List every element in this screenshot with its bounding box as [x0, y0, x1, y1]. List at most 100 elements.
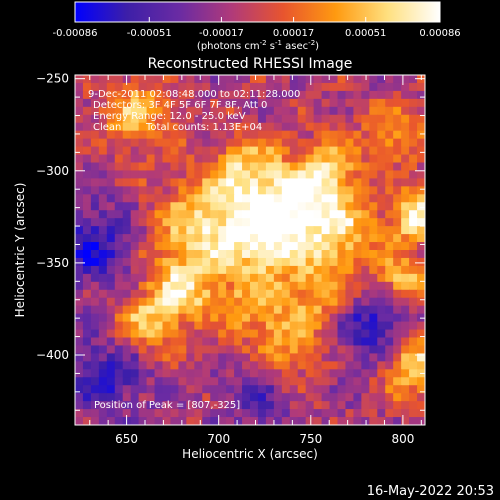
- heatmap-cell: [281, 281, 291, 291]
- heatmap-cell: [265, 273, 275, 283]
- heatmap-cell: [122, 82, 132, 92]
- heatmap-cell: [321, 186, 331, 195]
- heatmap-cell: [130, 114, 140, 124]
- heatmap-cell: [98, 250, 108, 259]
- heatmap-cell: [273, 377, 283, 386]
- heatmap-cell: [146, 393, 156, 402]
- heatmap-cell: [265, 401, 275, 410]
- heatmap-cell: [186, 265, 195, 275]
- heatmap-cell: [361, 202, 370, 211]
- heatmap-cell: [75, 305, 84, 315]
- heatmap-cell: [265, 162, 275, 172]
- heatmap-cell: [273, 218, 283, 227]
- heatmap-cell: [218, 401, 227, 410]
- heatmap-cell: [138, 353, 148, 362]
- colorbar-tick-label: -0.00086: [53, 28, 98, 39]
- heatmap-cell: [329, 417, 339, 425]
- heatmap-cell: [226, 297, 235, 307]
- heatmap-cell: [202, 146, 211, 156]
- heatmap-cell: [122, 138, 132, 148]
- heatmap-cell: [210, 377, 219, 386]
- heatmap-cell: [265, 385, 275, 394]
- heatmap-cell: [257, 273, 267, 283]
- heatmap-cell: [242, 313, 251, 323]
- heatmap-cell: [313, 178, 323, 187]
- heatmap-cell: [417, 114, 425, 124]
- heatmap-cell: [289, 178, 299, 187]
- heatmap-cell: [265, 218, 275, 227]
- heatmap-cell: [90, 361, 100, 370]
- heatmap-cell: [178, 265, 187, 275]
- heatmap-cell: [194, 321, 203, 331]
- heatmap-cell: [393, 329, 402, 339]
- heatmap-cell: [122, 154, 132, 164]
- heatmap-cell: [90, 218, 100, 227]
- heatmap-cell: [257, 226, 267, 235]
- heatmap-cell: [106, 210, 116, 219]
- heatmap-cell: [377, 130, 386, 140]
- heatmap-cell: [154, 345, 164, 354]
- heatmap-cell: [114, 393, 124, 402]
- heatmap-cell: [250, 289, 259, 299]
- heatmap-cell: [289, 98, 299, 108]
- heatmap-cell: [90, 170, 100, 179]
- heatmap-cell: [337, 321, 347, 331]
- heatmap-cell: [138, 218, 148, 227]
- heatmap-cell: [234, 385, 243, 394]
- heatmap-cell: [321, 385, 331, 394]
- heatmap-cell: [186, 114, 195, 124]
- heatmap-cell: [281, 114, 291, 124]
- heatmap-cell: [114, 194, 124, 203]
- heatmap-cell: [417, 162, 425, 172]
- heatmap-cell: [361, 170, 370, 179]
- heatmap-cell: [321, 305, 331, 315]
- heatmap-cell: [234, 75, 243, 84]
- heatmap-cell: [122, 146, 132, 156]
- heatmap-cell: [345, 385, 354, 394]
- heatmap-cell: [170, 361, 179, 370]
- heatmap-cell: [393, 82, 402, 92]
- heatmap-cell: [257, 82, 267, 92]
- heatmap-cell: [401, 186, 410, 195]
- heatmap-cell: [202, 353, 211, 362]
- heatmap-cell: [345, 186, 354, 195]
- heatmap-cell: [281, 186, 291, 195]
- heatmap-cell: [289, 297, 299, 307]
- heatmap-cell: [82, 170, 92, 179]
- heatmap-cell: [257, 393, 267, 402]
- heatmap-cell: [289, 250, 299, 259]
- heatmap-cell: [265, 305, 275, 315]
- heatmap-cell: [234, 138, 243, 148]
- heatmap-cell: [369, 106, 378, 116]
- heatmap-cell: [194, 146, 203, 156]
- heatmap-cell: [313, 170, 323, 179]
- heatmap-cell: [130, 385, 140, 394]
- heatmap-cell: [417, 154, 425, 164]
- heatmap-cell: [393, 273, 402, 283]
- heatmap-cell: [75, 257, 84, 267]
- heatmap-cell: [234, 417, 243, 425]
- heatmap-cell: [234, 409, 243, 418]
- heatmap-cell: [170, 313, 179, 323]
- heatmap-cell: [178, 75, 187, 84]
- heatmap-cell: [305, 178, 315, 187]
- heatmap-cell: [353, 401, 362, 410]
- heatmap-cell: [313, 313, 323, 323]
- heatmap-cell: [250, 401, 259, 410]
- heatmap-cell: [130, 353, 140, 362]
- heatmap-cell: [345, 226, 354, 235]
- heatmap-cell: [409, 305, 418, 315]
- heatmap-cell: [234, 273, 243, 283]
- heatmap-cell: [90, 90, 100, 100]
- heatmap-cell: [393, 242, 402, 251]
- heatmap-cell: [226, 122, 235, 132]
- heatmap-cell: [297, 393, 307, 402]
- heatmap-cell: [273, 170, 283, 179]
- heatmap-cell: [226, 75, 235, 84]
- heatmap-cell: [321, 154, 331, 164]
- heatmap-cell: [313, 273, 323, 283]
- heatmap-cell: [273, 369, 283, 378]
- heatmap-cell: [369, 210, 378, 219]
- heatmap-cell: [329, 146, 339, 156]
- heatmap-cell: [393, 321, 402, 331]
